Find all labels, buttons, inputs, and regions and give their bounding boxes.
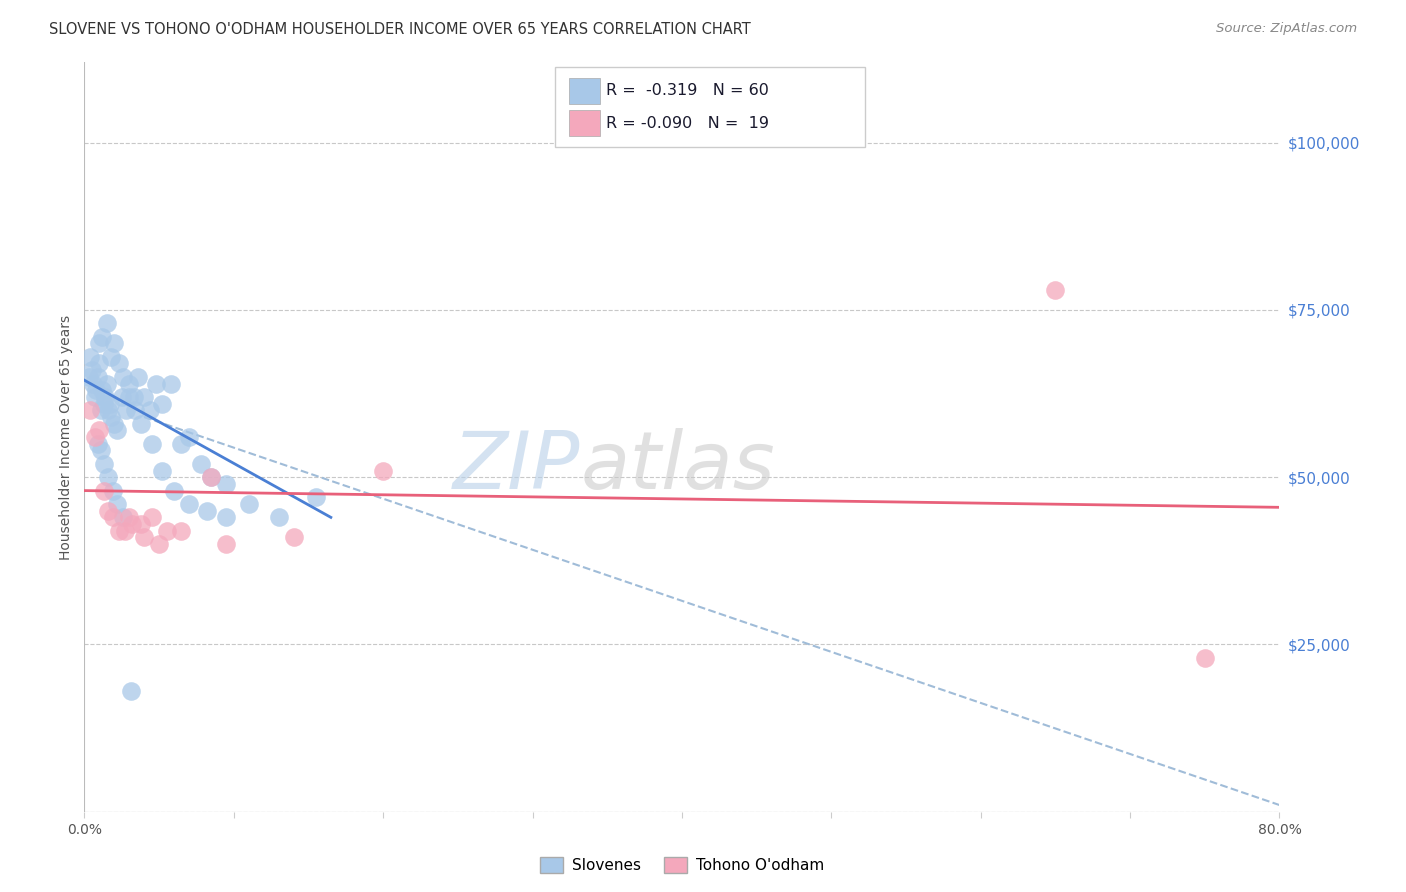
Point	[107, 356, 129, 371]
Point	[91, 329, 114, 343]
Point	[101, 510, 124, 524]
Point	[83, 430, 105, 444]
Point	[105, 497, 128, 511]
Point	[141, 510, 163, 524]
Point	[283, 530, 305, 544]
Text: SLOVENE VS TOHONO O'ODHAM HOUSEHOLDER INCOME OVER 65 YEARS CORRELATION CHART: SLOVENE VS TOHONO O'ODHAM HOUSEHOLDER IN…	[49, 22, 751, 37]
Point	[103, 417, 125, 431]
Point	[107, 524, 129, 538]
Point	[87, 369, 110, 384]
Point	[160, 376, 183, 391]
Point	[97, 503, 120, 517]
Point	[118, 376, 141, 391]
Point	[80, 363, 103, 377]
Point	[86, 384, 108, 398]
Point	[139, 403, 162, 417]
Point	[103, 336, 125, 351]
Point	[89, 336, 111, 351]
Text: ZIP: ZIP	[453, 428, 581, 506]
Text: Source: ZipAtlas.com: Source: ZipAtlas.com	[1216, 22, 1357, 36]
Point	[129, 417, 152, 431]
Point	[105, 423, 128, 437]
Point	[91, 384, 114, 398]
Point	[132, 530, 156, 544]
Point	[195, 503, 218, 517]
Point	[141, 436, 163, 450]
Point	[124, 403, 146, 417]
Point	[170, 524, 193, 538]
Point	[170, 436, 193, 450]
Point	[93, 457, 115, 471]
Point	[155, 524, 177, 538]
Point	[305, 490, 328, 504]
Point	[122, 390, 145, 404]
Point	[163, 483, 186, 498]
Point	[1045, 283, 1067, 297]
Point	[114, 524, 136, 538]
Point	[373, 464, 395, 478]
Point	[93, 483, 115, 498]
Point	[94, 390, 117, 404]
Point	[200, 470, 222, 484]
Point	[215, 537, 238, 551]
Point	[190, 457, 212, 471]
Point	[93, 396, 115, 410]
Point	[100, 350, 122, 364]
Point	[177, 430, 200, 444]
Point	[77, 369, 100, 384]
Point	[150, 396, 173, 410]
Point	[118, 510, 141, 524]
Point	[79, 350, 101, 364]
Point	[111, 390, 134, 404]
Point	[96, 316, 118, 330]
Point	[96, 376, 118, 391]
Point	[177, 497, 200, 511]
Point	[215, 510, 238, 524]
Point	[115, 403, 138, 417]
Point	[129, 516, 152, 531]
Point	[132, 390, 156, 404]
Point	[200, 470, 222, 484]
Point	[112, 510, 135, 524]
Point	[98, 396, 121, 410]
Point	[97, 470, 120, 484]
Point	[1358, 524, 1381, 538]
Point	[120, 684, 142, 698]
Point	[150, 464, 173, 478]
Point	[83, 390, 105, 404]
Point	[145, 376, 167, 391]
Point	[90, 443, 112, 458]
Point	[97, 403, 120, 417]
Point	[127, 369, 149, 384]
Point	[118, 390, 141, 404]
Point	[89, 423, 111, 437]
Point	[121, 516, 143, 531]
Point	[238, 497, 260, 511]
Point	[90, 403, 112, 417]
Point	[100, 409, 122, 424]
Text: atlas: atlas	[581, 428, 775, 506]
Point	[112, 369, 135, 384]
Point	[79, 403, 101, 417]
Point	[267, 510, 290, 524]
Point	[89, 356, 111, 371]
Y-axis label: Householder Income Over 65 years: Householder Income Over 65 years	[59, 315, 73, 559]
Point	[1194, 651, 1216, 665]
Point	[87, 436, 110, 450]
Point	[215, 476, 238, 491]
Point	[148, 537, 170, 551]
Text: R = -0.090   N =  19: R = -0.090 N = 19	[606, 116, 769, 130]
Legend: Slovenes, Tohono O'odham: Slovenes, Tohono O'odham	[534, 851, 830, 879]
Point	[82, 376, 104, 391]
Text: R =  -0.319   N = 60: R = -0.319 N = 60	[606, 84, 769, 98]
Point	[1372, 550, 1395, 565]
Point	[101, 483, 124, 498]
